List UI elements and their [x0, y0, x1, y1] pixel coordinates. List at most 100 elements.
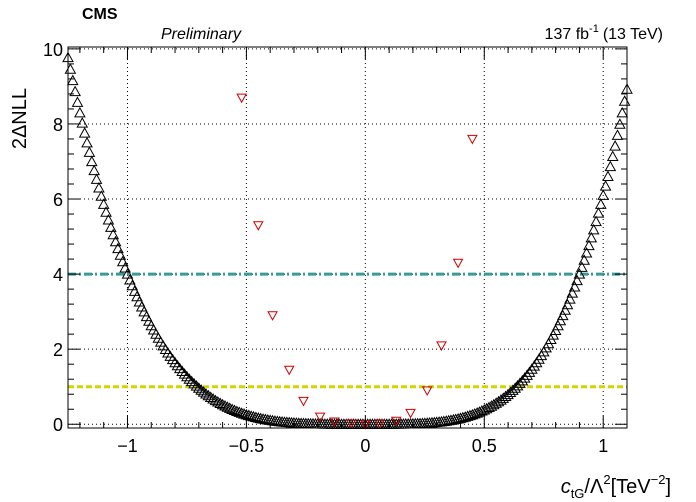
scan-point-marker [119, 261, 131, 273]
expected-point-marker [329, 417, 340, 428]
scan-point-marker [578, 254, 591, 265]
scan-point-marker [93, 181, 105, 193]
scan-point-marker [492, 395, 505, 407]
y-tick-label: 8 [53, 115, 63, 135]
scan-point-marker [585, 231, 598, 243]
scan-point-marker [597, 189, 610, 200]
y-tick-label: 0 [53, 415, 63, 435]
scan-point-marker [192, 382, 205, 393]
scan-point-marker [216, 398, 229, 410]
scan-point-marker [83, 146, 96, 157]
scan-point-marker [516, 374, 529, 386]
expected-point-marker [267, 311, 278, 321]
scan-point-marker [573, 268, 586, 279]
scan-point-marker [107, 228, 120, 240]
scan-point-marker [202, 389, 215, 401]
scan-point-marker [459, 411, 472, 422]
expected-point-marker [283, 365, 295, 376]
scan-point-marker [561, 298, 574, 310]
scan-point-marker [566, 287, 579, 298]
scan-point-marker [190, 380, 203, 391]
scan-point-marker [495, 394, 507, 405]
scan-point-marker [523, 366, 536, 377]
scan-point-marker [568, 280, 581, 292]
scan-point-marker [219, 400, 231, 411]
scan-point-marker [195, 384, 208, 395]
scan-point-marker [171, 359, 184, 371]
scan-point-marker [594, 198, 607, 209]
scan-point-marker [223, 402, 236, 413]
scan-point-marker [185, 375, 198, 387]
scan-point-marker [81, 136, 93, 148]
scan-point-marker [514, 377, 526, 388]
scan-point-marker [109, 235, 122, 247]
scan-point-marker [169, 356, 181, 368]
scan-point-marker [100, 206, 112, 217]
scan-point-marker [90, 173, 103, 184]
y-tick-label: 6 [53, 190, 63, 210]
scan-point-marker [95, 190, 108, 201]
scan-point-marker [616, 106, 629, 118]
scan-point-marker [526, 363, 538, 374]
scan-point-marker [214, 397, 227, 408]
scan-point-marker [221, 401, 234, 412]
x-tick-label: 0.5 [472, 436, 497, 456]
scan-point-marker [602, 170, 614, 182]
scan-point-marker [200, 387, 212, 399]
scan-point-marker [231, 405, 243, 416]
y-tick-label: 2 [53, 340, 63, 360]
scan-point-marker [121, 268, 134, 279]
scan-point-marker [178, 368, 191, 379]
scan-point-marker [521, 369, 533, 380]
x-axis-title: ctG/Λ2[TeV−2] [561, 472, 671, 501]
scan-point-marker [207, 393, 219, 404]
scan-point-marker [575, 261, 588, 272]
expected-point-marker [252, 221, 264, 231]
expected-point-marker [390, 416, 402, 427]
scan-point-marker [76, 117, 89, 128]
scan-point-marker [88, 164, 101, 176]
scan-point-marker [571, 274, 583, 286]
scan-point-marker [587, 223, 600, 235]
scan-point-marker [104, 221, 117, 232]
scan-point-marker [212, 396, 224, 407]
scan-point-marker [209, 394, 222, 406]
expected-point-marker [421, 386, 433, 396]
x-tick-label: 1 [598, 436, 608, 456]
scan-point-marker [204, 391, 217, 402]
scan-point-marker [592, 207, 605, 218]
scan-point-marker [583, 239, 595, 251]
luminosity-label: 137 fb-1 (13 TeV) [545, 23, 663, 43]
scan-point-marker [74, 106, 86, 118]
scan-point-marker [64, 63, 77, 74]
scan-point-marker [606, 150, 619, 162]
y-tick-label: 4 [53, 265, 63, 285]
scan-point-marker [188, 377, 200, 389]
scan-point-marker [69, 85, 81, 97]
scan-point-marker [609, 140, 621, 151]
scan-point-marker [235, 407, 248, 418]
scan-point-marker [511, 379, 524, 391]
scan-point-marker [497, 392, 510, 403]
scan-point-marker [590, 215, 602, 227]
expected-point-marker [236, 93, 247, 104]
expected-point-marker [452, 258, 464, 269]
preliminary-label: Preliminary [161, 26, 242, 43]
scan-point-marker [599, 180, 612, 191]
scan-point-marker [518, 372, 531, 383]
scan-point-marker [554, 314, 567, 326]
scan-point-marker [71, 96, 84, 107]
scan-point-marker [580, 247, 593, 258]
scan-point-marker [85, 155, 98, 167]
expected-point-marker [374, 419, 385, 430]
expected-point-marker [314, 412, 326, 423]
scan-point-marker [452, 412, 464, 424]
scan-point-marker [449, 413, 462, 424]
scan-point-marker [197, 386, 210, 397]
scan-point-marker [564, 293, 576, 304]
scan-point-marker [499, 390, 512, 402]
scan-point-marker [164, 350, 177, 361]
expected-point-marker [345, 419, 357, 430]
